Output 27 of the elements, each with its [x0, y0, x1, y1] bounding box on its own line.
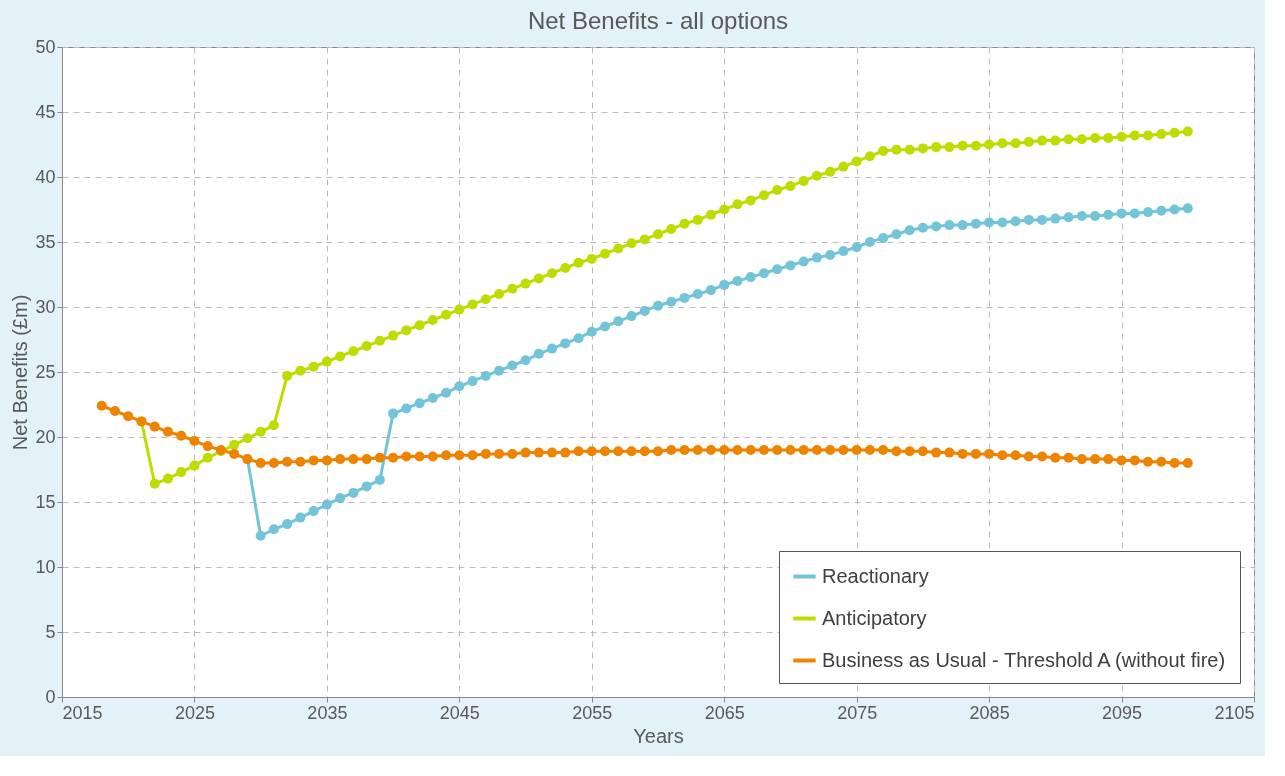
y-axis-title: Net Benefits (£m) — [9, 294, 32, 451]
y-tick-label: 30 — [35, 296, 56, 317]
y-tick-label: 15 — [35, 491, 56, 512]
x-axis-title: Years — [633, 724, 684, 747]
x-tick-label: 2065 — [704, 702, 745, 723]
x-tick-label: 2105 — [1214, 702, 1255, 723]
legend-label: Anticipatory — [822, 606, 927, 629]
x-tick-label: 2085 — [969, 702, 1010, 723]
y-tick-label: 45 — [35, 101, 56, 122]
x-tick-label: 2055 — [572, 702, 613, 723]
y-tick-label: 0 — [45, 686, 56, 707]
y-tick-label: 40 — [35, 166, 56, 187]
y-tick-label: 35 — [35, 231, 56, 252]
chart-title: Net Benefits - all options — [527, 7, 789, 34]
y-tick-label: 50 — [35, 36, 56, 57]
y-tick-label: 20 — [35, 426, 56, 447]
x-tick-label: 2025 — [174, 702, 215, 723]
x-tick-label: 2045 — [439, 702, 480, 723]
legend-label: Reactionary — [822, 564, 929, 587]
y-tick-label: 10 — [35, 556, 56, 577]
x-tick-label: 2095 — [1102, 702, 1143, 723]
y-tick-label: 5 — [45, 621, 56, 642]
y-tick-label: 25 — [35, 361, 56, 382]
x-tick-label: 2015 — [62, 702, 103, 723]
x-tick-label: 2075 — [837, 702, 878, 723]
x-tick-label: 2035 — [307, 702, 348, 723]
legend-label: Business as Usual - Threshold A (without fire) — [822, 648, 1226, 671]
